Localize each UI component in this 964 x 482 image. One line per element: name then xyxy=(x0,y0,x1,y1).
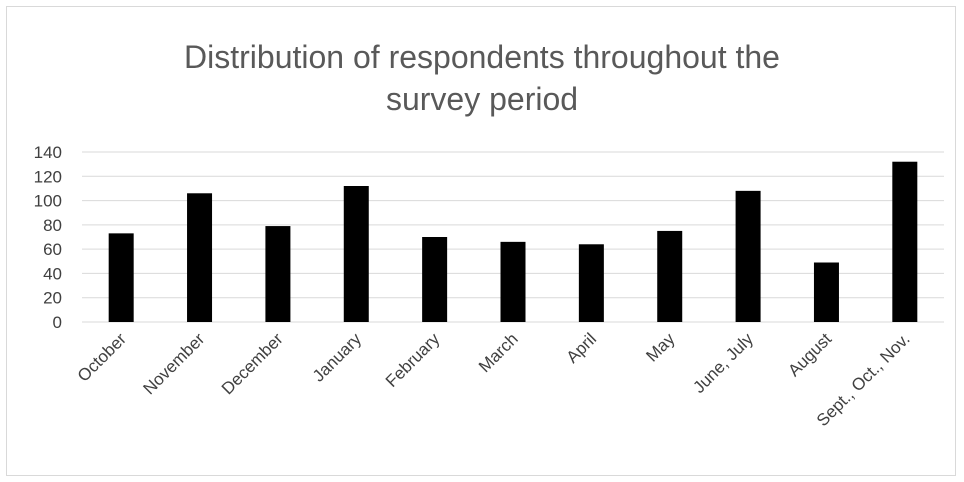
bars xyxy=(108,161,918,322)
bar xyxy=(813,262,839,322)
x-tick-label: November xyxy=(139,329,208,398)
gridlines xyxy=(82,151,944,323)
bar xyxy=(500,241,526,322)
x-tick-label: May xyxy=(642,329,678,365)
x-tick-label: March xyxy=(475,329,522,376)
x-tick-label: August xyxy=(784,329,835,380)
bar xyxy=(343,186,369,322)
x-tick-label: June, July xyxy=(689,329,757,397)
x-axis-labels: October November December January February Ma… xyxy=(74,329,914,430)
chart-title-line-1: Distribution of respondents throughout t… xyxy=(184,39,780,75)
y-tick-label: 0 xyxy=(53,313,62,332)
bar xyxy=(735,190,761,322)
y-tick-label: 40 xyxy=(43,264,62,283)
bar xyxy=(108,233,134,322)
y-tick-label: 120 xyxy=(34,167,62,186)
bar xyxy=(892,161,918,322)
bar xyxy=(578,244,604,322)
x-tick-label: February xyxy=(382,329,444,391)
chart-frame xyxy=(6,6,956,476)
y-tick-label: 60 xyxy=(43,240,62,259)
x-tick-label: October xyxy=(74,329,130,385)
y-tick-label: 20 xyxy=(43,289,62,308)
bar xyxy=(657,230,683,322)
bar xyxy=(265,226,291,322)
bar xyxy=(422,237,448,322)
x-tick-label: December xyxy=(218,329,287,398)
y-axis-ticks: 0 20 40 60 80 100 120 140 xyxy=(34,143,62,332)
bar xyxy=(187,193,213,322)
chart-title-line-2: survey period xyxy=(386,81,578,117)
x-tick-label: January xyxy=(309,329,366,386)
y-tick-label: 100 xyxy=(34,192,62,211)
y-tick-label: 80 xyxy=(43,216,62,235)
x-tick-label: April xyxy=(563,329,600,366)
y-tick-label: 140 xyxy=(34,143,62,162)
